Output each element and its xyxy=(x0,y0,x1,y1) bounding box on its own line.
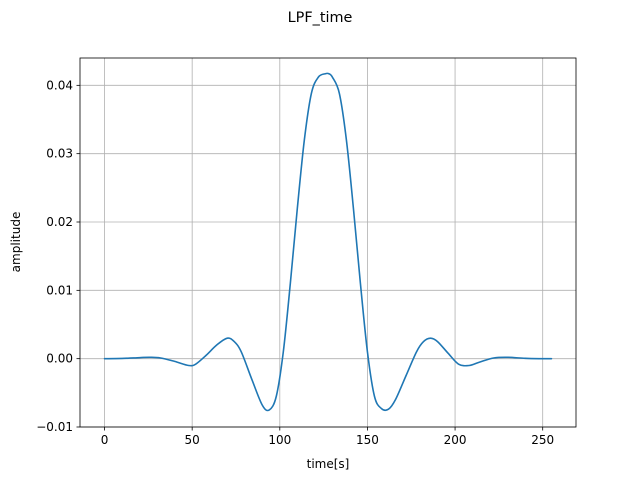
axis-ticks: 0 50 100 150 200 250 −0.01 0.00 0.01 0.02 0.03 0.04 xyxy=(36,78,554,447)
x-tick-label: 50 xyxy=(185,433,200,447)
y-tick-label: 0.03 xyxy=(46,147,73,161)
x-tick-label: 100 xyxy=(268,433,291,447)
y-tick-label: 0.02 xyxy=(46,215,73,229)
series-line xyxy=(103,72,553,412)
x-tick-label: 0 xyxy=(101,433,109,447)
y-tick-label: 0.00 xyxy=(46,352,73,366)
x-tick-label: 200 xyxy=(444,433,467,447)
y-axis-label: amplitude xyxy=(9,212,23,273)
y-tick-label: 0.04 xyxy=(46,78,73,92)
series-layer xyxy=(103,72,553,412)
y-tick-label: 0.01 xyxy=(46,283,73,297)
x-axis-label: time[s] xyxy=(307,457,350,471)
y-tick-label: −0.01 xyxy=(36,420,73,434)
x-tick-label: 150 xyxy=(356,433,379,447)
chart-title: LPF_time xyxy=(288,10,353,26)
plot-frame xyxy=(79,57,577,428)
x-tick-label: 250 xyxy=(531,433,554,447)
